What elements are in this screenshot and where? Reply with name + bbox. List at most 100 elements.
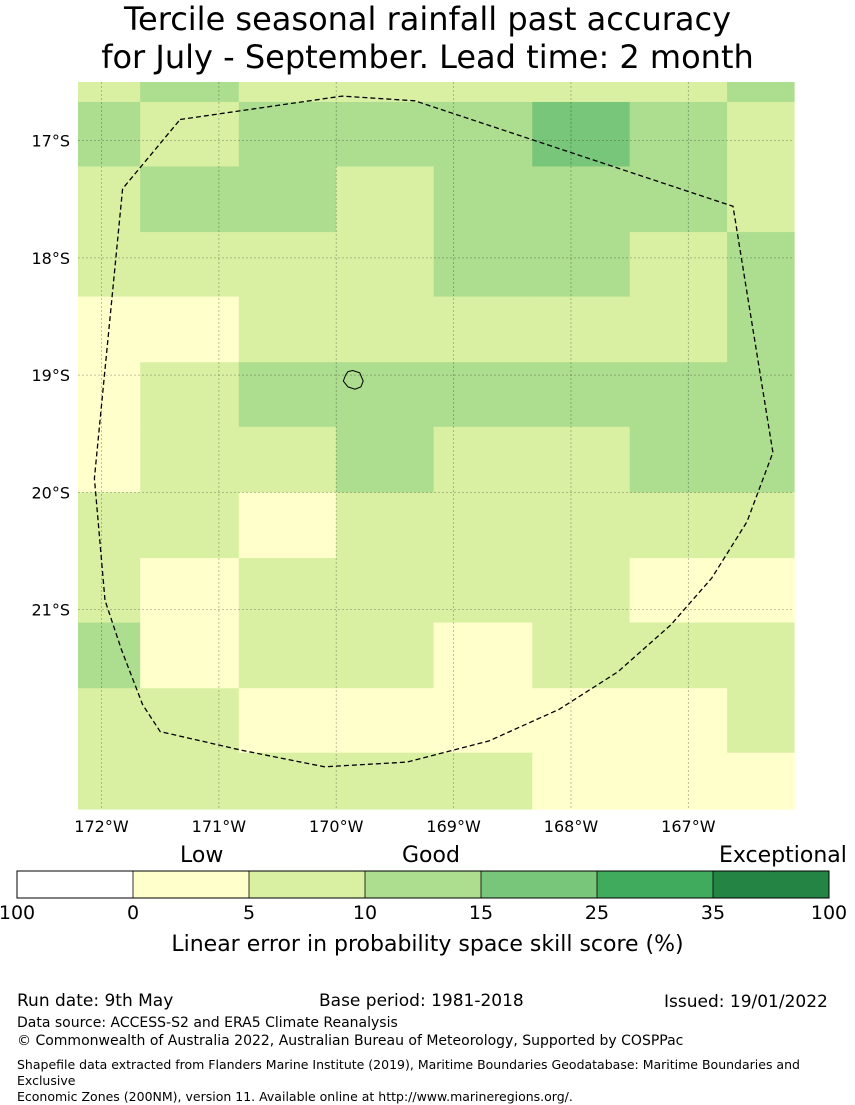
x-tick-label: 170°W <box>309 817 364 836</box>
skill-cell <box>629 622 728 689</box>
issued-date: Issued: 19/01/2022 <box>664 992 828 1012</box>
skill-cell <box>629 752 728 810</box>
skill-cell <box>238 622 337 689</box>
shapefile-credit-line1: Shapefile data extracted from Flanders M… <box>17 1057 800 1088</box>
skill-cell <box>629 426 728 494</box>
skill-cell <box>532 82 631 103</box>
skill-cell <box>238 492 337 559</box>
skill-cell <box>238 362 337 428</box>
skill-cell <box>238 688 337 754</box>
skill-cell <box>433 232 533 298</box>
skill-cell <box>629 296 728 363</box>
skill-cell <box>629 82 728 103</box>
skill-cell <box>433 362 533 428</box>
skill-cell <box>238 101 337 168</box>
y-tick-label: 18°S <box>31 249 70 268</box>
colorbar-tick-label: 5 <box>242 902 256 924</box>
skill-cell <box>140 426 240 494</box>
colorbar-tick-label: 35 <box>700 902 726 924</box>
skill-cell <box>433 82 533 103</box>
skill-cell <box>238 232 337 298</box>
colorbar-segment <box>17 871 133 898</box>
skill-cell <box>140 688 240 754</box>
skill-cell <box>532 362 631 428</box>
skill-cell <box>433 752 533 810</box>
skill-cell <box>238 558 337 624</box>
skill-cell <box>629 362 728 428</box>
shapefile-credit: Shapefile data extracted from Flanders M… <box>17 1057 847 1105</box>
skill-cell <box>629 558 728 624</box>
x-tick-label: 172°W <box>74 817 129 836</box>
skill-cell <box>140 362 240 428</box>
skill-cell <box>238 82 337 103</box>
skill-cell <box>727 101 795 168</box>
skill-cell <box>532 296 631 363</box>
colorbar-tick-label: 100 <box>810 902 848 924</box>
colorbar-segment <box>249 871 365 898</box>
y-axis-ticks: 17°S 18°S 19°S 20°S 21°S <box>31 132 70 620</box>
chart-title-line2: for July - September. Lead time: 2 month <box>101 38 754 76</box>
skill-cell <box>727 166 795 233</box>
x-tick-label: 171°W <box>192 817 247 836</box>
skill-cell <box>727 492 795 559</box>
skill-cell <box>238 426 337 494</box>
skill-cell <box>433 558 533 624</box>
skill-cell <box>78 688 141 754</box>
skill-cell <box>140 82 240 103</box>
skill-cell <box>532 166 631 233</box>
chart-title: Tercile seasonal rainfall past accuracy … <box>0 0 855 76</box>
skill-cells <box>78 82 795 810</box>
y-tick-label: 17°S <box>31 132 70 151</box>
skill-cell <box>336 688 435 754</box>
colorbar-segment <box>365 871 481 898</box>
skill-cell <box>336 426 435 494</box>
colorbar-tick-label: 100 <box>0 902 36 924</box>
skill-cell <box>140 622 240 689</box>
x-axis-ticks: 172°W 171°W 170°W 169°W 168°W 167°W <box>74 817 715 836</box>
skill-cell <box>140 558 240 624</box>
skill-cell <box>629 492 728 559</box>
colorbar-category-exceptional: Exceptional <box>719 843 847 868</box>
data-source: Data source: ACCESS-S2 and ERA5 Climate … <box>17 1015 398 1031</box>
skill-cell <box>629 166 728 233</box>
skill-cell <box>532 688 631 754</box>
skill-cell <box>433 296 533 363</box>
shapefile-credit-line2: Economic Zones (200NM), version 11. Avai… <box>17 1089 573 1104</box>
y-tick-label: 21°S <box>31 601 70 620</box>
copyright: © Commonwealth of Australia 2022, Austra… <box>17 1033 684 1049</box>
skill-cell <box>727 232 795 298</box>
skill-cell <box>336 101 435 168</box>
skill-cell <box>629 101 728 168</box>
skill-cell <box>336 362 435 428</box>
skill-cell <box>78 166 141 233</box>
run-date: Run date: 9th May <box>17 991 174 1011</box>
skill-cell <box>238 752 337 810</box>
skill-cell <box>140 296 240 363</box>
colorbar-tick-label: 15 <box>468 902 494 924</box>
base-period: Base period: 1981-2018 <box>319 991 524 1011</box>
colorbar <box>16 870 830 899</box>
skill-cell <box>532 752 631 810</box>
skill-cell <box>140 101 240 168</box>
skill-cell <box>532 622 631 689</box>
x-tick-label: 169°W <box>426 817 481 836</box>
skill-cell <box>433 622 533 689</box>
chart-title-line1: Tercile seasonal rainfall past accuracy <box>123 0 732 38</box>
skill-cell <box>727 426 795 494</box>
skill-cell <box>140 166 240 233</box>
skill-cell <box>532 232 631 298</box>
colorbar-frame <box>16 870 830 899</box>
skill-cell <box>78 101 141 168</box>
skill-cell <box>727 752 795 810</box>
y-tick-label: 20°S <box>31 483 70 502</box>
skill-cell <box>78 232 141 298</box>
skill-cell <box>140 232 240 298</box>
y-tick-label: 19°S <box>31 366 70 385</box>
skill-cell <box>532 492 631 559</box>
skill-cell <box>727 688 795 754</box>
skill-cell <box>532 426 631 494</box>
skill-cell <box>727 558 795 624</box>
colorbar-category-low: Low <box>180 843 224 868</box>
x-tick-label: 168°W <box>544 817 599 836</box>
skill-cell <box>78 362 141 428</box>
